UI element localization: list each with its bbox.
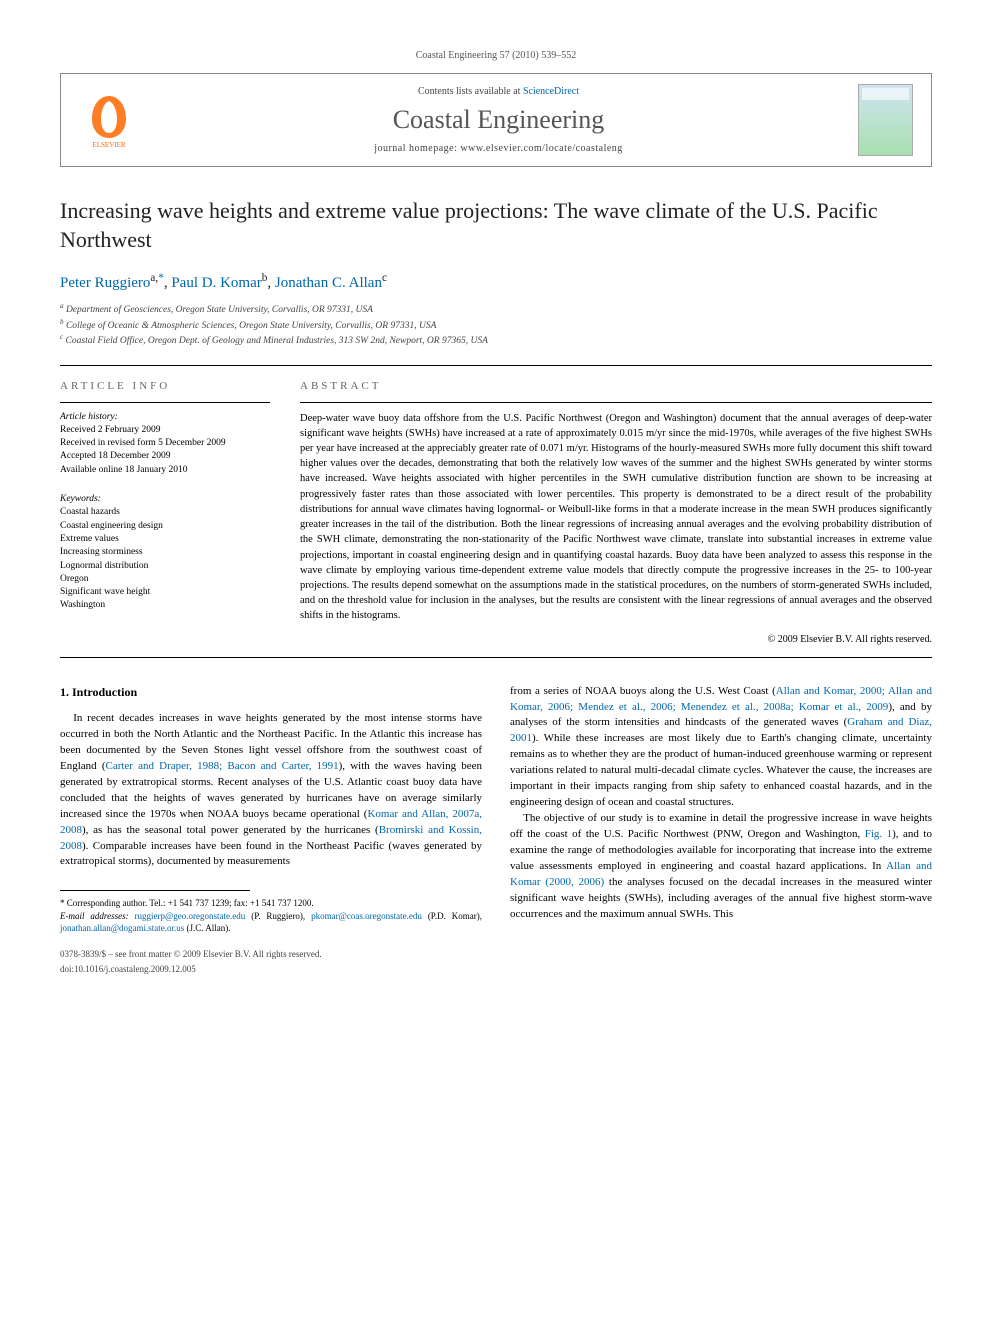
figure-link[interactable]: Fig. 1 [865,828,892,840]
affiliation: c Coastal Field Office, Oregon Dept. of … [60,333,932,348]
column-right: from a series of NOAA buoys along the U.… [510,684,932,976]
history-received: Received 2 February 2009 [60,424,270,437]
email-link[interactable]: jonathan.allan@dogami.state.or.us [60,923,184,933]
article-info-label: article info [60,380,270,392]
history-revised: Received in revised form 5 December 2009 [60,437,270,450]
corresponding-author-note: * Corresponding author. Tel.: +1 541 737… [60,897,482,909]
section-heading-introduction: 1. Introduction [60,684,482,701]
keywords-label: Keywords: [60,493,270,506]
email-owner: (J.C. Allan). [187,923,231,933]
keyword: Significant wave height [60,586,270,599]
history-accepted: Accepted 18 December 2009 [60,450,270,463]
email-addresses: E-mail addresses: ruggierp@geo.oregonsta… [60,910,482,934]
affiliations: a Department of Geosciences, Oregon Stat… [60,302,932,348]
homepage-url[interactable]: www.elsevier.com/locate/coastaleng [460,143,622,154]
keyword: Extreme values [60,533,270,546]
journal-reference: Coastal Engineering 57 (2010) 539–552 [60,50,932,61]
keyword: Coastal engineering design [60,520,270,533]
divider [60,657,932,658]
elsevier-label: ELSEVIER [92,141,125,149]
keyword: Increasing storminess [60,546,270,559]
email-owner: (P.D. Komar), [428,911,482,921]
homepage-prefix: journal homepage: [374,143,460,154]
affiliation: b College of Oceanic & Atmospheric Scien… [60,318,932,333]
author-list: Peter Ruggieroa,*, Paul D. Komarb, Jonat… [60,272,932,292]
keywords-block: Keywords: Coastal hazards Coastal engine… [60,493,270,613]
author-link[interactable]: Jonathan C. Allan [275,275,382,291]
abstract-text: Deep-water wave buoy data offshore from … [300,411,932,624]
email-link[interactable]: pkomar@coas.oregonstate.edu [311,911,422,921]
email-link[interactable]: ruggierp@geo.oregonstate.edu [135,911,246,921]
author-link[interactable]: Paul D. Komar [171,275,261,291]
abstract-copyright: © 2009 Elsevier B.V. All rights reserved… [300,634,932,645]
journal-header-box: ELSEVIER Contents lists available at Sci… [60,73,932,167]
affiliation: a Department of Geosciences, Oregon Stat… [60,302,932,317]
sciencedirect-link[interactable]: ScienceDirect [523,86,579,97]
keyword: Washington [60,599,270,612]
author-link[interactable]: Peter Ruggiero [60,275,150,291]
footnotes: * Corresponding author. Tel.: +1 541 737… [60,897,482,933]
journal-title: Coastal Engineering [139,105,858,135]
journal-cover-thumbnail [858,84,913,156]
column-left: 1. Introduction In recent decades increa… [60,684,482,976]
author-mark: b [262,272,268,284]
divider [60,365,932,366]
divider [300,402,932,403]
issn-line: 0378-3839/$ – see front matter © 2009 El… [60,948,482,961]
elsevier-logo: ELSEVIER [79,85,139,155]
history-label: Article history: [60,411,270,424]
abstract-label: abstract [300,380,932,392]
contents-available-line: Contents lists available at ScienceDirec… [139,86,858,97]
keyword: Coastal hazards [60,506,270,519]
contents-prefix: Contents lists available at [418,86,523,97]
footnote-separator [60,890,250,891]
body-paragraph: from a series of NOAA buoys along the U.… [510,684,932,812]
email-owner: (P. Ruggiero), [251,911,305,921]
article-history: Article history: Received 2 February 200… [60,411,270,477]
journal-homepage-line: journal homepage: www.elsevier.com/locat… [139,143,858,154]
article-title: Increasing wave heights and extreme valu… [60,197,932,254]
doi-line: doi:10.1016/j.coastaleng.2009.12.005 [60,963,482,976]
body-paragraph: The objective of our study is to examine… [510,811,932,923]
author-mark: c [382,272,387,284]
history-online: Available online 18 January 2010 [60,464,270,477]
corresponding-mark[interactable]: * [158,272,164,284]
body-paragraph: In recent decades increases in wave heig… [60,711,482,870]
email-label: E-mail addresses: [60,911,129,921]
keyword: Oregon [60,573,270,586]
keyword: Lognormal distribution [60,560,270,573]
citation-link[interactable]: Carter and Draper, 1988; Bacon and Carte… [105,760,338,772]
divider [60,402,270,403]
